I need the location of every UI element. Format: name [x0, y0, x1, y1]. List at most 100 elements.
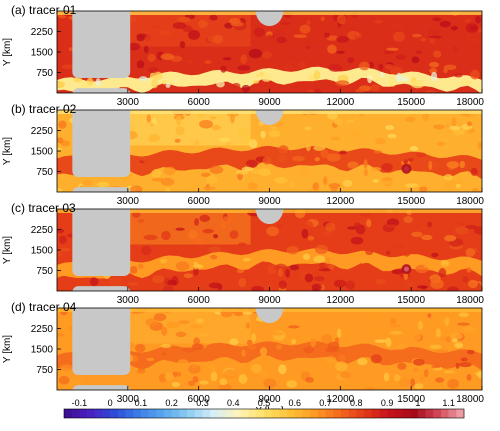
field-eddy: [57, 137, 64, 144]
colorbar-segment: [271, 409, 280, 418]
y-axis-label: Y [km]: [2, 137, 13, 165]
field-eddy: [89, 277, 99, 287]
colorbar-segment: [171, 409, 180, 418]
field-eddy: [278, 364, 287, 375]
field-eddy: [210, 371, 218, 382]
field-eddy: [175, 126, 185, 136]
field-eddy: [421, 285, 427, 290]
x-tick-label: 6000: [188, 196, 211, 207]
colorbar-segment: [317, 409, 326, 418]
topography-mask-upper: [72, 209, 131, 276]
field-eddy: [354, 35, 359, 40]
y-tick-label: 1500: [31, 246, 54, 257]
field-eddy: [323, 176, 328, 185]
field-eddy: [168, 249, 179, 256]
field-eddy: [176, 359, 189, 369]
field-eddy: [409, 146, 419, 152]
field-eddy: [450, 26, 459, 31]
field-eddy: [127, 282, 139, 286]
field-eddy: [470, 218, 478, 227]
field-eddy: [336, 50, 345, 54]
field-eddy: [313, 145, 326, 151]
field-eddy: [306, 20, 311, 25]
field-eddy: [208, 246, 221, 253]
field-eddy: [213, 233, 219, 239]
field-eddy: [261, 51, 273, 59]
field-eddy: [379, 72, 385, 77]
field-eddy: [136, 33, 147, 39]
field-eddy: [385, 224, 398, 228]
field-eddy: [447, 286, 459, 291]
field-eddy: [435, 377, 445, 383]
field-eddy: [384, 50, 394, 55]
field-eddy: [248, 139, 258, 149]
field-eddy: [436, 310, 451, 319]
field-eddy: [212, 34, 224, 44]
field-eddy: [287, 325, 300, 329]
colorbar-segment: [148, 409, 157, 418]
field-eddy: [262, 370, 269, 378]
y-axis-label: Y [km]: [2, 38, 13, 66]
field-band: [57, 248, 482, 279]
field-eddy: [172, 22, 187, 29]
field-eddy: [443, 370, 456, 374]
field-eddy: [389, 317, 397, 324]
field-eddy: [127, 42, 141, 51]
field-eddy: [415, 50, 423, 54]
y-tick-label: 1500: [31, 48, 54, 59]
colorbar-segment: [240, 409, 249, 418]
field-eddy: [194, 218, 199, 226]
field-eddy: [299, 220, 314, 231]
x-tick-label: 3000: [117, 295, 140, 306]
field-eddy: [161, 230, 171, 241]
field-eddy: [417, 320, 424, 331]
colorbar-tick-label: 0.3: [196, 398, 209, 408]
colorbar-segment: [279, 409, 288, 418]
field-eddy: [57, 147, 63, 151]
field-eddy: [343, 382, 351, 390]
field-eddy: [454, 342, 464, 349]
colorbar-segment: [64, 409, 72, 418]
field-eddy: [210, 254, 218, 260]
field-eddy: [469, 38, 479, 43]
colorbar-segment: [379, 409, 388, 418]
colorbar-segment: [210, 409, 219, 418]
colorbar-segment: [225, 409, 234, 418]
field-eddy: [320, 16, 325, 22]
field-eddy: [301, 228, 309, 239]
field-eddy: [225, 141, 231, 148]
tracer-field: [57, 110, 482, 192]
panel-tracer-04: (d) tracer 04 2250 1500 750 Y [km] 3000 6000 90…: [2, 300, 484, 417]
field-eddy: [209, 14, 218, 21]
field-eddy: [414, 383, 424, 390]
field-eddy: [167, 279, 177, 286]
field-eddy: [185, 59, 194, 64]
field-eddy: [160, 177, 175, 186]
topography-mask-upper: [72, 308, 131, 375]
field-eddy: [108, 277, 122, 287]
field-eddy: [429, 61, 440, 68]
field-eddy: [161, 352, 167, 356]
field-eddy: [325, 257, 331, 265]
field-eddy: [385, 63, 393, 70]
field-eddy: [433, 50, 442, 58]
field-eddy: [251, 363, 262, 374]
field-eddy: [209, 165, 224, 174]
colorbar-segment: [456, 409, 465, 418]
x-tick-label: 6000: [188, 97, 211, 108]
field-eddy: [274, 29, 286, 38]
field-eddy: [370, 354, 382, 364]
field-eddy: [247, 182, 258, 190]
field-eddy: [470, 167, 478, 176]
field-eddy: [57, 50, 61, 58]
colorbar-tick-label: 0.4: [227, 398, 240, 408]
field-eddy: [403, 251, 410, 257]
x-tick-label: 9000: [258, 295, 281, 306]
field-eddy: [314, 157, 320, 162]
field-eddy: [337, 328, 342, 338]
field-eddy: [148, 67, 159, 74]
field-eddy: [410, 80, 425, 89]
field-eddy: [278, 280, 287, 289]
y-tick-label: 750: [36, 365, 53, 376]
field-eddy: [158, 30, 171, 36]
